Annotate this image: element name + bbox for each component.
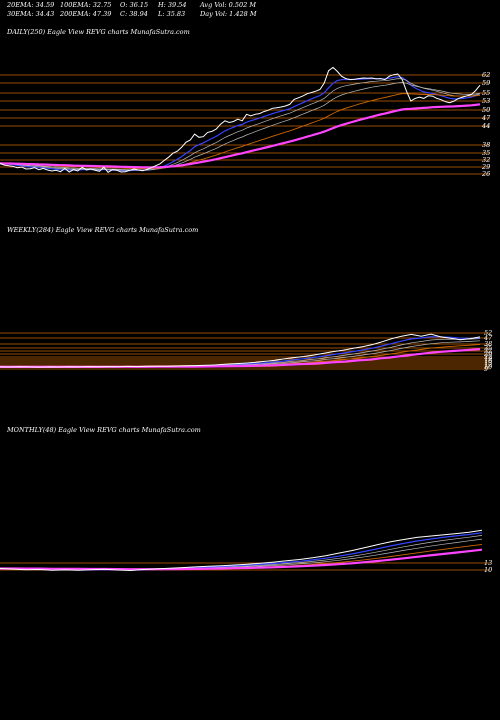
daily-tick-label: 35: [482, 149, 490, 157]
weekly-chart-title: WEEKLY(284) Eagle View REVG charts Munaf…: [7, 226, 199, 234]
weekly-tick-label: 38: [484, 340, 492, 348]
monthly-chart-title: MONTHLY(48) Eagle View REVG charts Munaf…: [7, 426, 201, 434]
daily-ema-line: [0, 76, 481, 172]
weekly-tick-label: 22: [483, 353, 492, 361]
high-label: H: 39.54: [158, 1, 187, 9]
weekly-tick-label: 9: [484, 365, 488, 373]
daily-price-line: [0, 66, 481, 173]
weekly-tick-label: 10: [484, 363, 492, 371]
daily-tick-label: 29: [481, 163, 490, 171]
weekly-ema-line: [0, 336, 481, 368]
daily-chart-title: DAILY(250) Eagle View REVG charts Munafa…: [7, 28, 190, 36]
daily-ema-line: [0, 93, 481, 170]
daily-tick-label: 50: [482, 106, 490, 114]
daily-tick-label: 26: [481, 170, 490, 178]
close-label: C: 38.94: [120, 10, 148, 18]
daily-ema-line: [0, 103, 481, 169]
open-label: O: 36.15: [120, 1, 149, 9]
daily-tick-label: 47: [481, 114, 491, 122]
daily-ema-line: [0, 82, 481, 171]
daily-tick-label: 59: [482, 79, 490, 87]
weekly-tick-label: 29: [483, 350, 492, 358]
weekly-tick-label: 35: [484, 344, 492, 352]
daily-tick-label: 44: [481, 122, 490, 130]
avgvol-label: Avg Vol: 0.502 M: [200, 1, 257, 9]
low-label: L: 35.83: [158, 10, 186, 18]
ema20-label: 20EMA: 34.59: [7, 1, 55, 9]
weekly-tick-label: 16: [484, 357, 492, 365]
ema100-label: 100EMA: 32.75: [60, 1, 112, 9]
daily-tick-label: 32: [482, 156, 490, 164]
ema200-label: 200EMA: 47.39: [60, 10, 112, 18]
dayvol-label: Day Vol: 1.428 M: [200, 10, 257, 18]
daily-tick-label: 53: [482, 97, 490, 105]
daily-tick-label: 38: [482, 141, 490, 149]
daily-tick-label: 55: [482, 89, 490, 97]
monthly-tick-label: 10: [484, 566, 492, 574]
weekly-tick-label: 47: [483, 334, 493, 342]
weekly-tick-label: 52: [484, 329, 492, 337]
daily-tick-label: 62: [482, 71, 490, 79]
weekly-tick-label: 19: [484, 355, 492, 363]
monthly-price-line: [0, 529, 483, 572]
monthly-tick-label: 13: [484, 559, 492, 567]
weekly-price-line: [0, 333, 481, 368]
weekly-tick-label: 13: [484, 359, 492, 367]
weekly-tick-label: 12: [484, 361, 492, 369]
ema30-label: 30EMA: 34.43: [7, 10, 55, 18]
monthly-ema-line: [0, 548, 483, 571]
weekly-tick-label: 32: [484, 347, 492, 355]
